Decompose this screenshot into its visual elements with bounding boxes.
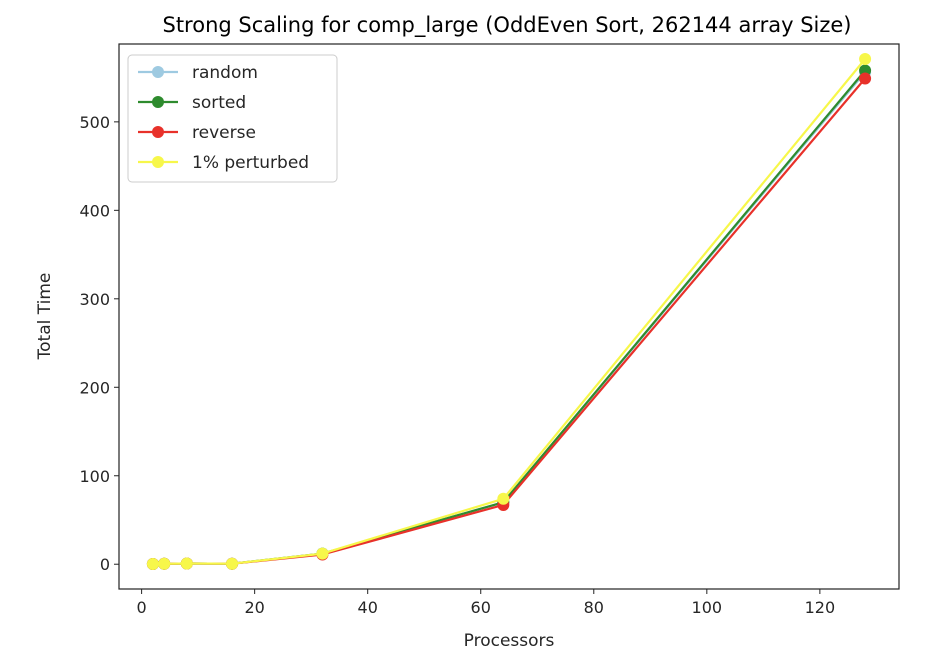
x-tick-label: 40 <box>358 598 378 617</box>
x-tick-label: 0 <box>137 598 147 617</box>
data-point <box>146 557 159 570</box>
legend-box <box>127 54 338 183</box>
y-tick-label: 500 <box>79 113 110 132</box>
x-tick-label: 120 <box>805 598 836 617</box>
legend-marker <box>152 66 164 78</box>
y-tick-label: 0 <box>100 555 110 574</box>
data-point <box>859 53 872 66</box>
legend: random sorted reverse 1% perturbed <box>127 54 338 183</box>
legend-marker <box>152 96 164 108</box>
y-axis-label: Total Time <box>35 273 55 361</box>
y-tick-label: 200 <box>79 378 110 397</box>
y-tick-label: 300 <box>79 290 110 309</box>
series-group <box>146 53 872 570</box>
legend-label: sorted <box>192 93 246 113</box>
data-point <box>158 557 171 570</box>
data-point <box>859 72 872 85</box>
data-point <box>180 557 193 570</box>
x-tick-label: 60 <box>471 598 491 617</box>
x-tick-label: 20 <box>244 598 264 617</box>
legend-label: random <box>192 63 258 83</box>
x-tick-label: 80 <box>584 598 604 617</box>
data-point <box>497 492 510 505</box>
data-point <box>226 557 239 570</box>
legend-marker <box>152 126 164 138</box>
legend-label: 1% perturbed <box>192 153 309 173</box>
y-tick-label: 400 <box>79 201 110 220</box>
x-tick-label: 100 <box>692 598 723 617</box>
y-tick-label: 100 <box>79 467 110 486</box>
x-axis-label: Processors <box>464 631 555 651</box>
legend-label: reverse <box>192 123 256 143</box>
axis-ticks: 0 20 40 60 80 100 120 0 100 200 300 400 500 <box>79 113 835 617</box>
chart-title: Strong Scaling for comp_large (OddEven S… <box>162 13 851 38</box>
data-point <box>316 547 329 560</box>
legend-marker <box>152 156 164 168</box>
